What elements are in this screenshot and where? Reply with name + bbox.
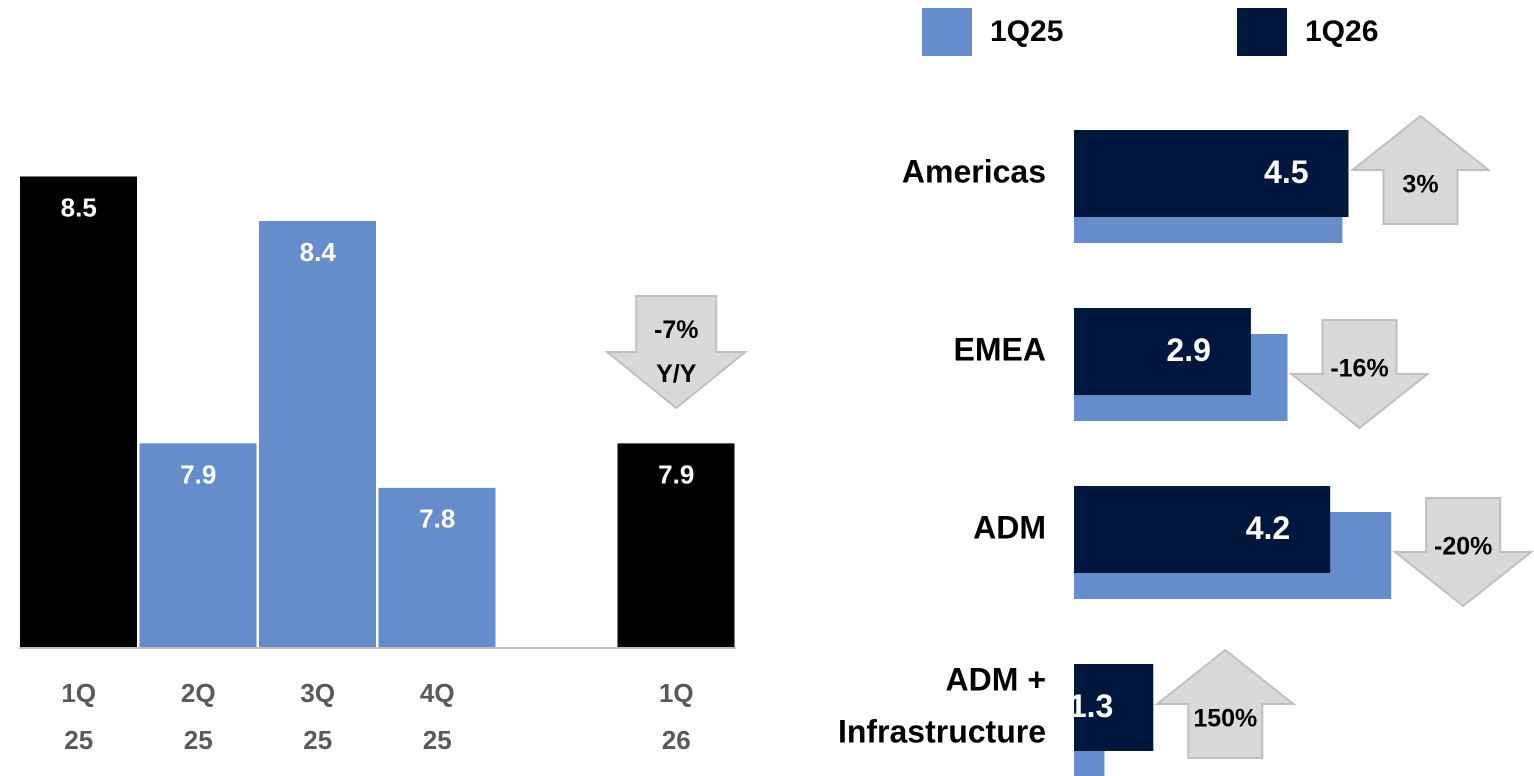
legend-swatch [922,8,972,56]
legend-label: 1Q25 [990,15,1063,48]
change-label: 3% [1402,171,1438,199]
change-arrow [1392,497,1534,608]
bar [617,443,735,648]
x-tick-label: 4Q 25 [420,678,455,755]
change-arrow [1349,114,1492,225]
change-label: -16% [1330,355,1388,383]
annotation-arrow [604,295,749,410]
y-tick-label: EMEA [954,332,1046,368]
y-tick-label: ADM + Infrastructure [838,662,1046,750]
change-label: -20% [1434,533,1492,561]
legend-swatch [1237,8,1287,56]
value-label: 1.3 [1069,688,1113,724]
x-tick-label: 2Q 25 [181,678,216,755]
x-tick-label: 1Q 26 [659,678,694,755]
bar [378,487,496,648]
value-label: 4.5 [1264,154,1308,190]
change-arrow [1154,648,1297,759]
bar [259,220,376,648]
value-label: 2.9 [1166,332,1210,368]
y-tick-label: ADM [973,510,1046,546]
value-label: 4.2 [1246,510,1290,546]
legend-label: 1Q26 [1305,15,1378,48]
annotation: -7% Y/Y [654,316,698,388]
bar [1074,486,1331,573]
change-label: 150% [1193,705,1257,733]
value-label: 7.9 [658,459,694,489]
x-tick-label: 1Q 25 [61,678,96,755]
x-tick-label: 3Q 25 [300,678,335,755]
value-label: 7.8 [419,504,455,534]
value-label: 8.5 [61,192,97,222]
bar [1074,308,1251,395]
bar [20,176,137,648]
bar [1074,664,1154,751]
value-label: 8.4 [300,237,337,267]
bar [1074,130,1349,217]
change-arrow [1288,319,1431,430]
bar [139,443,257,648]
value-label: 7.9 [180,459,216,489]
y-tick-label: Americas [902,154,1046,190]
